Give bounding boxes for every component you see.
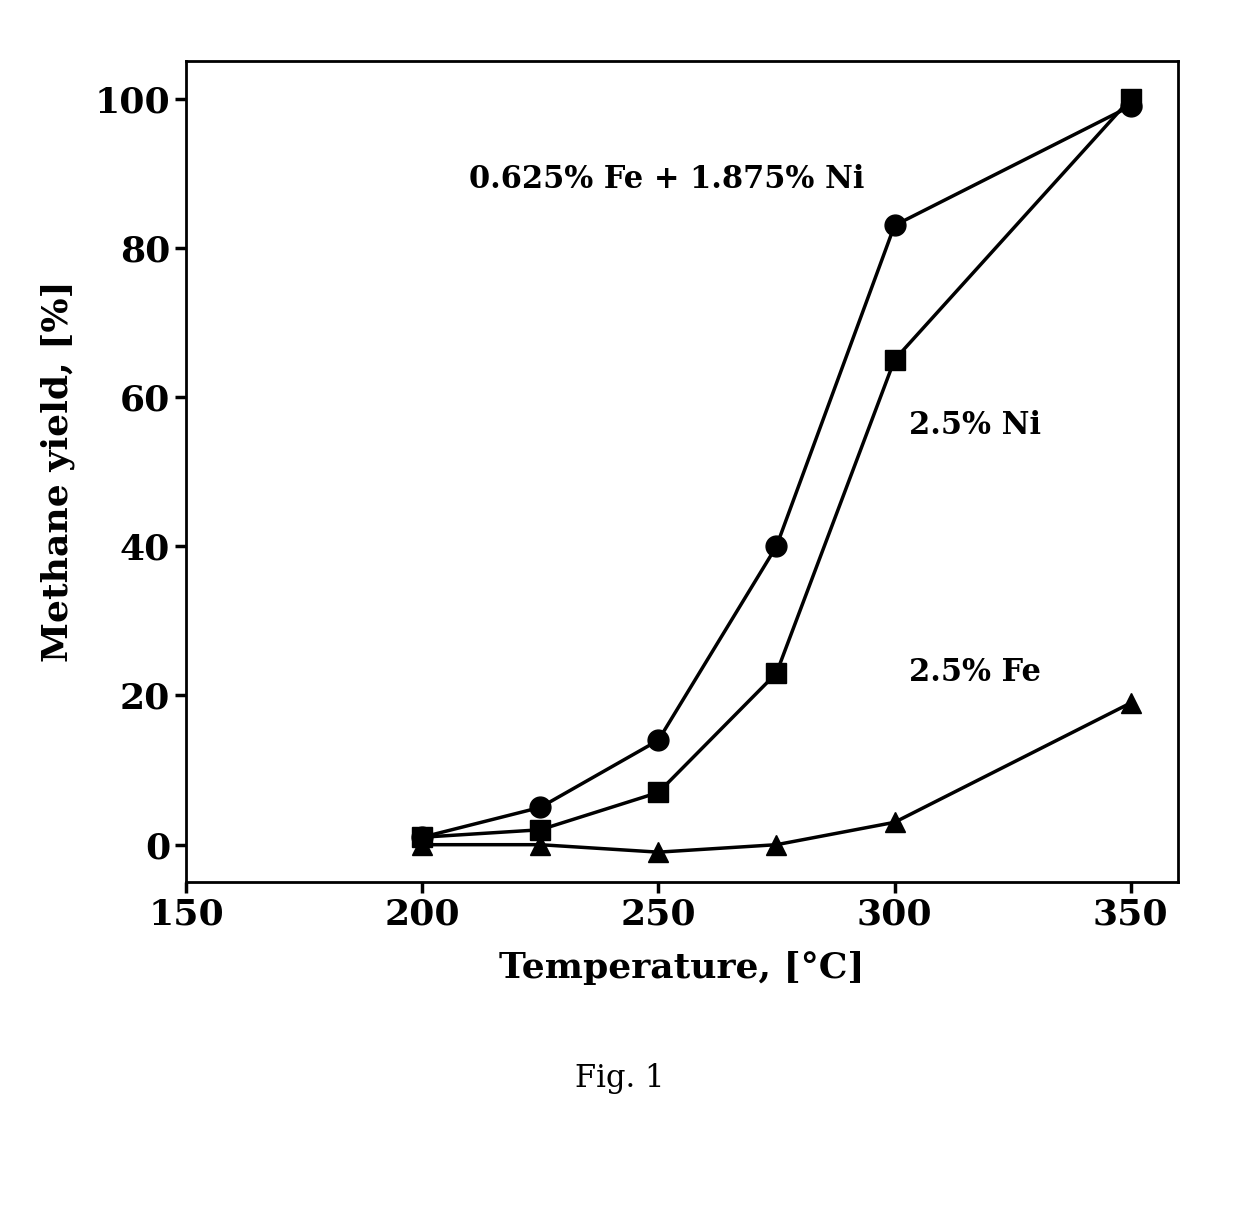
- Text: Fig. 1: Fig. 1: [575, 1062, 665, 1094]
- Text: 0.625% Fe + 1.875% Ni: 0.625% Fe + 1.875% Ni: [470, 164, 864, 195]
- Text: 2.5% Ni: 2.5% Ni: [909, 410, 1040, 441]
- Y-axis label: Methane yield, [%]: Methane yield, [%]: [41, 281, 74, 663]
- Text: 2.5% Fe: 2.5% Fe: [909, 657, 1040, 687]
- X-axis label: Temperature, [°C]: Temperature, [°C]: [500, 952, 864, 985]
